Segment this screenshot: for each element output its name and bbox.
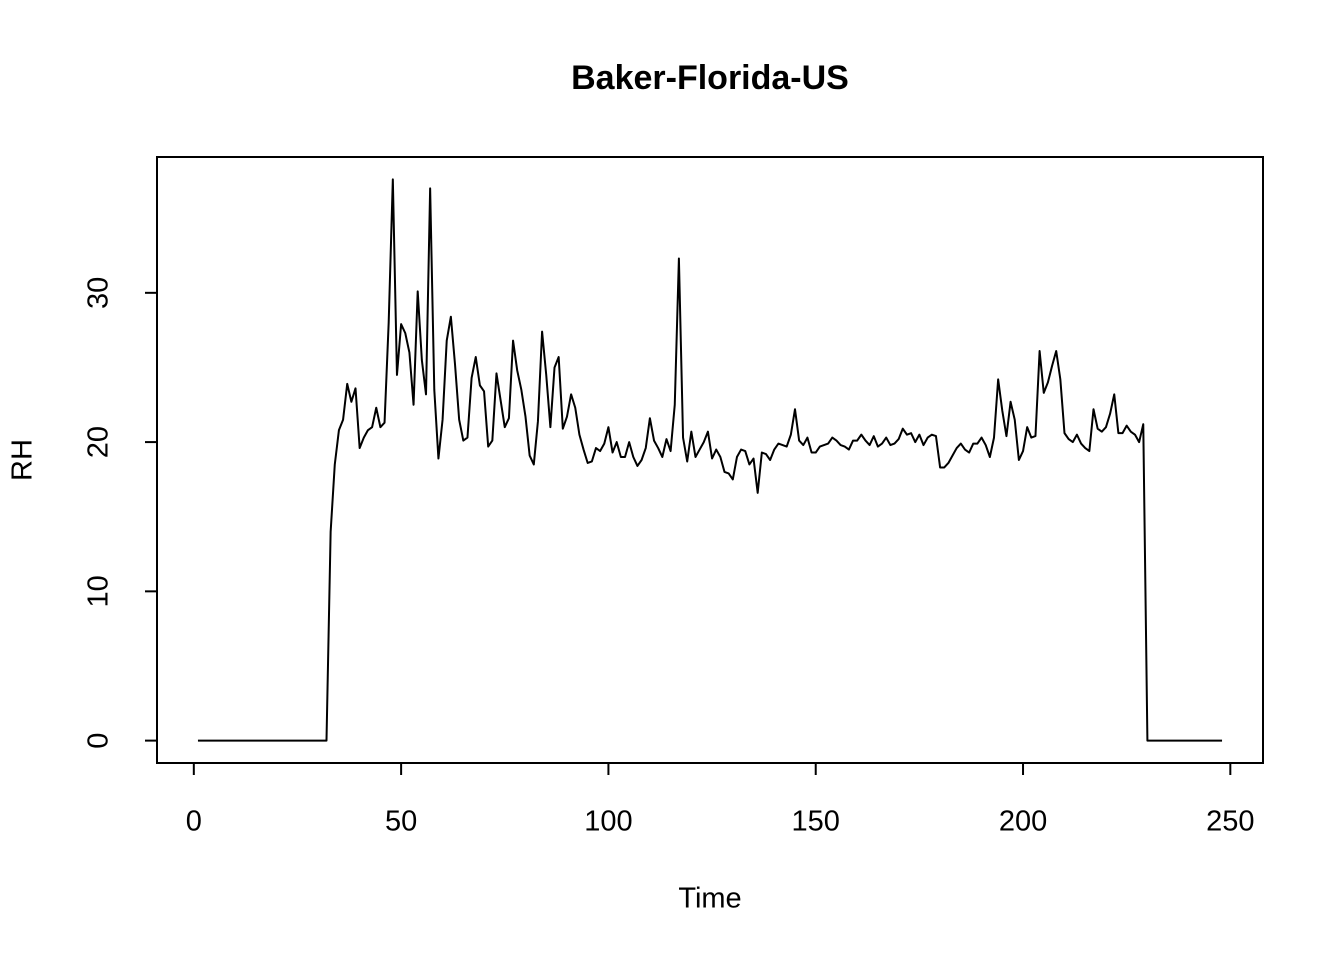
y-tick-label: 20 (83, 426, 115, 458)
y-axis-label: RH (7, 439, 39, 481)
x-tick-label: 50 (385, 806, 417, 838)
data-line (197, 178, 1223, 742)
y-tick-label: 10 (83, 575, 115, 607)
x-axis-label: Time (678, 883, 741, 915)
x-tick-label: 150 (792, 806, 840, 838)
y-tick-label: 30 (83, 277, 115, 309)
y-tick-label: 0 (83, 733, 115, 749)
x-tick-label: 0 (186, 806, 202, 838)
x-tick-label: 250 (1206, 806, 1254, 838)
x-tick-label: 100 (584, 806, 632, 838)
chart-title: Baker-Florida-US (571, 59, 849, 97)
x-tick-label: 200 (999, 806, 1047, 838)
plot-frame (156, 156, 1264, 764)
